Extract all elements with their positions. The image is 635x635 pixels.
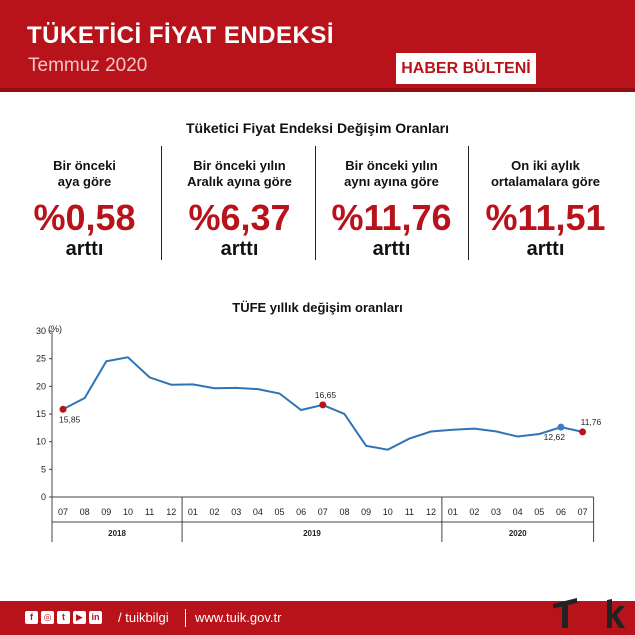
data-point <box>59 405 67 413</box>
x-tick-label: 01 <box>448 507 458 517</box>
stat-note: arttı <box>220 238 259 260</box>
year-label: 2019 <box>303 529 321 538</box>
x-tick-label: 07 <box>318 507 328 517</box>
stat-value: %6,37 <box>188 197 291 238</box>
stat-note: arttı <box>526 238 565 260</box>
x-tick-label: 12 <box>426 507 436 517</box>
x-tick-label: 12 <box>166 507 176 517</box>
tuik-logo <box>553 598 625 628</box>
y-tick-label: 30 <box>36 326 46 336</box>
stat-label-line1: On iki aylık <box>511 158 580 173</box>
stat-label-line2: aynı ayına göre <box>344 174 439 189</box>
y-tick-label: 15 <box>36 409 46 419</box>
social-icons: f ◎ t ▶ in <box>25 611 102 624</box>
stat-label: Bir önceki yılın aynı ayına göre <box>315 158 468 192</box>
stat-label-line1: Bir önceki yılın <box>345 158 438 173</box>
stat-value: %11,76 <box>331 197 452 238</box>
website-link[interactable]: www.tuik.gov.tr <box>195 610 282 625</box>
social-handle[interactable]: / tuikbilgi <box>118 610 169 625</box>
y-tick-label: 0 <box>41 492 46 502</box>
stat-label-line2: ortalamalara göre <box>490 174 601 189</box>
data-point <box>557 423 565 431</box>
stat-label: Bir önceki aya göre <box>8 158 161 192</box>
data-label: 15,85 <box>59 414 81 424</box>
x-tick-label: 02 <box>210 507 220 517</box>
y-tick-label: 20 <box>36 381 46 391</box>
footer-divider <box>185 609 186 627</box>
page-title: TÜKETİCİ FİYAT ENDEKSİ <box>27 22 335 49</box>
data-point <box>319 401 327 409</box>
linkedin-icon[interactable]: in <box>89 611 102 624</box>
stat-label: Bir önceki yılın Aralık ayına göre <box>163 158 316 192</box>
year-label: 2020 <box>509 529 527 538</box>
header-strip <box>0 88 635 92</box>
facebook-icon[interactable]: f <box>25 611 38 624</box>
y-tick-label: 25 <box>36 354 46 364</box>
chart-title: TÜFE yıllık değişim oranları <box>232 300 403 315</box>
x-tick-label: 05 <box>534 507 544 517</box>
page-subtitle: Temmuz 2020 <box>28 55 148 76</box>
instagram-icon[interactable]: ◎ <box>41 611 54 624</box>
stat-divider <box>315 146 316 260</box>
year-label: 2018 <box>108 529 126 538</box>
x-tick-label: 05 <box>274 507 284 517</box>
x-tick-label: 02 <box>469 507 479 517</box>
stat-december: Bir önceki yılın Aralık ayına göre %6,37… <box>163 158 316 260</box>
x-tick-label: 07 <box>578 507 588 517</box>
x-tick-label: 09 <box>101 507 111 517</box>
x-tick-label: 06 <box>556 507 566 517</box>
x-tick-label: 01 <box>188 507 198 517</box>
x-tick-label: 10 <box>123 507 133 517</box>
footer-bar <box>0 601 635 635</box>
stat-label-line1: Bir önceki yılın <box>193 158 286 173</box>
y-axis-label: (%) <box>48 324 62 334</box>
stat-note: arttı <box>65 238 104 260</box>
x-tick-label: 08 <box>339 507 349 517</box>
data-point <box>579 428 587 436</box>
x-tick-label: 03 <box>231 507 241 517</box>
stat-label-line1: Bir önceki <box>53 158 116 173</box>
x-tick-label: 09 <box>361 507 371 517</box>
data-label: 11,76 <box>581 417 602 427</box>
x-tick-label: 11 <box>405 507 414 517</box>
stat-twelve-month: On iki aylık ortalamalara göre %11,51 ar… <box>469 158 622 260</box>
stat-divider <box>161 146 162 260</box>
stat-label-line2: Aralık ayına göre <box>187 174 292 189</box>
stat-yearly: Bir önceki yılın aynı ayına göre %11,76 … <box>315 158 468 260</box>
x-tick-label: 03 <box>491 507 501 517</box>
stat-value: %0,58 <box>33 197 136 238</box>
youtube-icon[interactable]: ▶ <box>73 611 86 624</box>
stat-label-line2: aya göre <box>57 174 112 189</box>
x-tick-label: 07 <box>58 507 68 517</box>
stat-divider <box>468 146 469 260</box>
stat-label: On iki aylık ortalamalara göre <box>469 158 622 192</box>
data-label: 12,62 <box>544 432 566 442</box>
stat-value: %11,51 <box>485 197 606 238</box>
y-tick-label: 5 <box>41 464 46 474</box>
x-tick-label: 04 <box>513 507 523 517</box>
x-tick-label: 04 <box>253 507 263 517</box>
y-tick-label: 10 <box>36 437 46 447</box>
x-tick-label: 10 <box>383 507 393 517</box>
twitter-icon[interactable]: t <box>57 611 70 624</box>
data-label: 16,65 <box>315 390 337 400</box>
x-tick-label: 08 <box>80 507 90 517</box>
news-badge: HABER BÜLTENİ <box>396 53 536 84</box>
stat-note: arttı <box>372 238 411 260</box>
stats-title: Tüketici Fiyat Endeksi Değişim Oranları <box>186 120 449 136</box>
stat-monthly: Bir önceki aya göre %0,58 arttı <box>8 158 161 260</box>
x-tick-label: 06 <box>296 507 306 517</box>
x-tick-label: 11 <box>145 507 154 517</box>
